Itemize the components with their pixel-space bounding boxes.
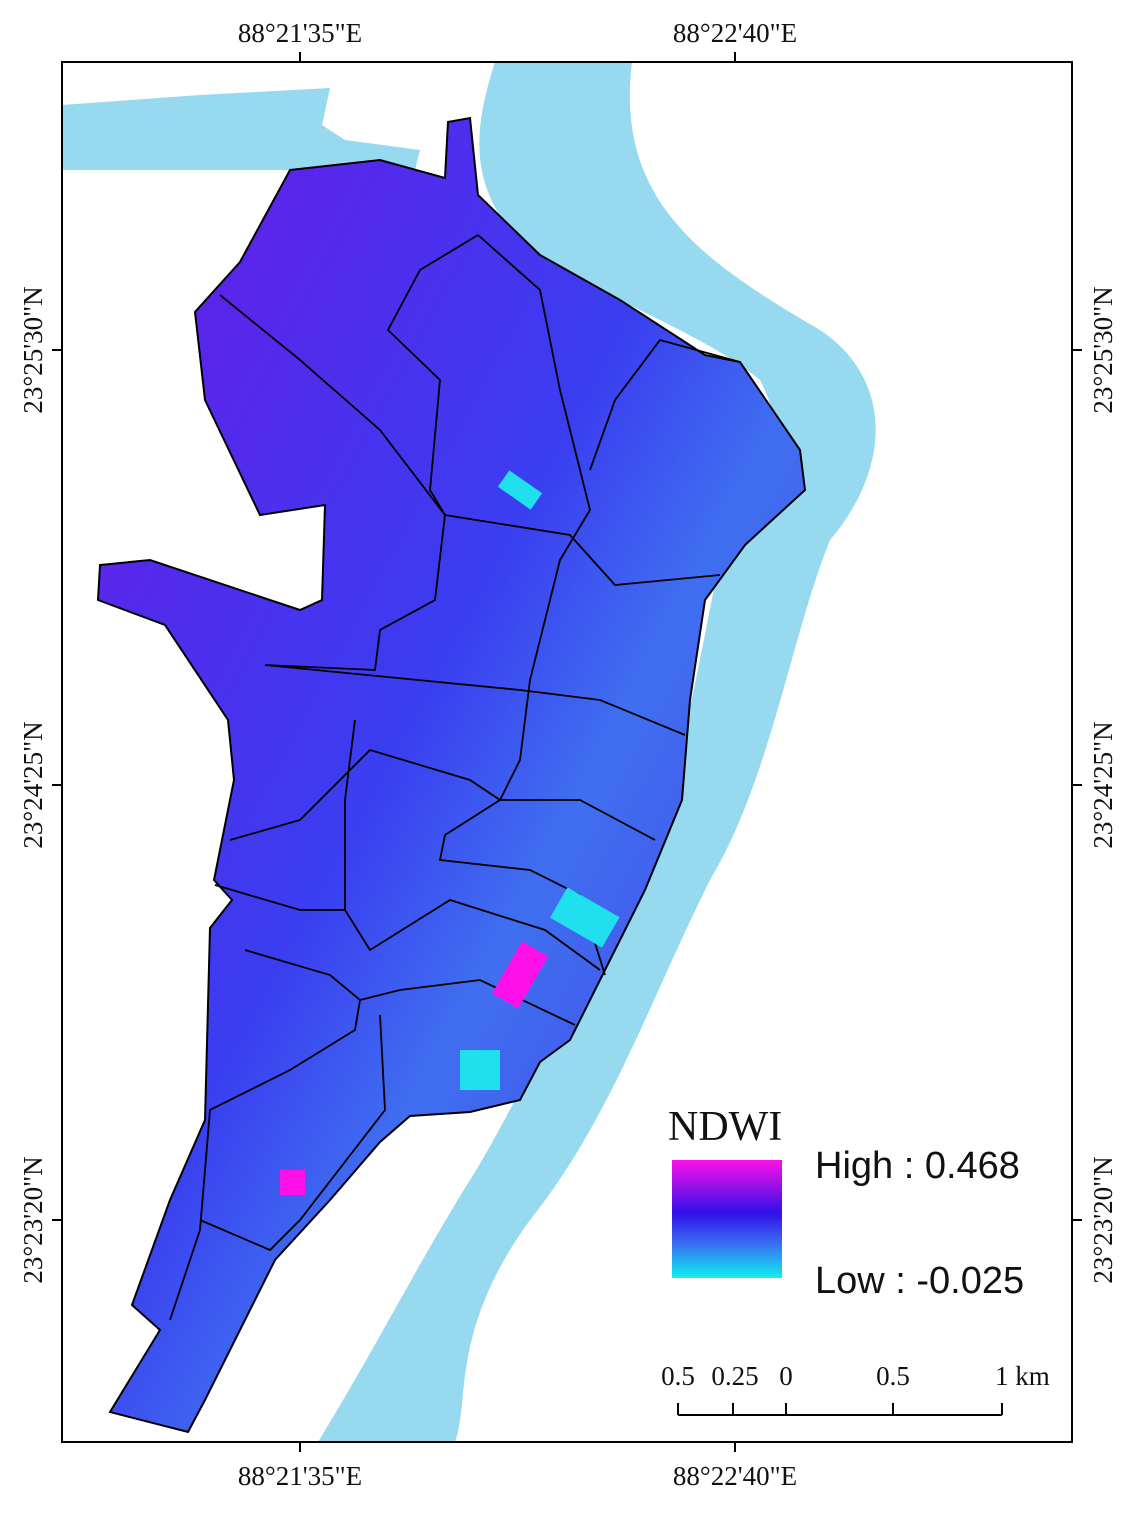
map-frame <box>61 61 1073 1443</box>
legend-title: NDWI <box>668 1104 782 1150</box>
map-area <box>62 62 876 1442</box>
latitude-label: 23°23'20"N <box>18 1156 48 1283</box>
legend: NDWI High : 0.468 Low : -0.025 <box>668 1104 1024 1302</box>
scale-bar: 0.5 0.25 0 0.5 1 km <box>661 1361 1050 1416</box>
water-highlights <box>280 470 620 1195</box>
longitude-label: 88°21'35"E <box>238 1461 362 1491</box>
river <box>62 88 420 175</box>
latitude-label: 23°24'25"N <box>18 721 48 848</box>
scale-label: 0.5 <box>661 1361 695 1391</box>
latitude-label: 23°24'25"N <box>1088 721 1118 848</box>
river <box>318 62 876 1442</box>
legend-low: Low : -0.025 <box>815 1260 1024 1302</box>
legend-high: High : 0.468 <box>815 1145 1020 1187</box>
longitude-label: 88°21'35"E <box>238 18 362 48</box>
scale-label: 1 km <box>995 1361 1050 1391</box>
graticule-ticks <box>52 52 1082 1452</box>
latitude-label: 23°23'20"N <box>1088 1156 1118 1283</box>
latitude-label: 23°25'30"N <box>18 286 48 413</box>
scale-label: 0 <box>779 1361 793 1391</box>
legend-ramp <box>672 1160 782 1278</box>
latitude-label: 23°25'30"N <box>1088 286 1118 413</box>
scale-label: 0.5 <box>876 1361 910 1391</box>
scale-label: 0.25 <box>711 1361 758 1391</box>
ward-boundaries <box>169 234 741 1321</box>
longitude-label: 88°22'40"E <box>673 18 797 48</box>
longitude-label: 88°22'40"E <box>673 1461 797 1491</box>
